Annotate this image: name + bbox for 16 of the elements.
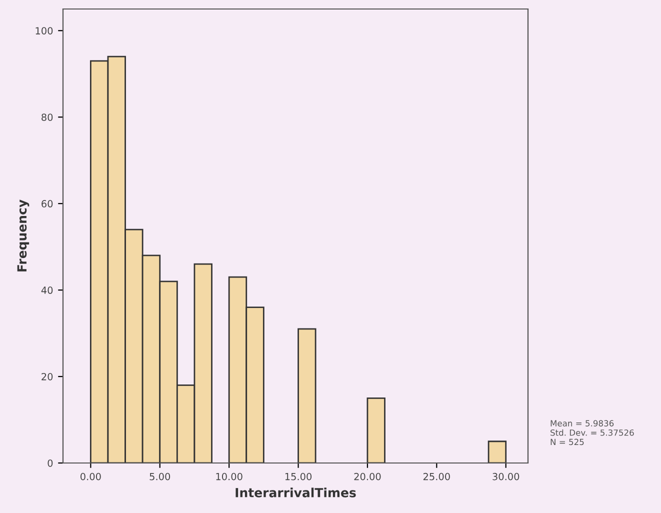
- y-tick-label: 40: [41, 286, 53, 294]
- x-tick-label: 30.00: [492, 472, 520, 480]
- y-tick-label: 100: [36, 27, 53, 34]
- y-axis-title: Frequency: [17, 200, 30, 272]
- x-axis-title: InterarrivalTimes: [236, 488, 356, 498]
- x-tick-label: 10.00: [216, 472, 242, 480]
- text: Mean = 5.9836 Std. Dev. = 5.37526 N = 525: [550, 420, 634, 446]
- x-tick-label: 20.00: [354, 472, 381, 480]
- x-tick-label: 25.00: [423, 472, 450, 480]
- x-tick-label: 0.00: [80, 472, 101, 480]
- y-tick-label: 0: [48, 459, 53, 467]
- y-tick-label: 20: [42, 373, 53, 380]
- x-tick-label: 15.00: [285, 472, 312, 480]
- y-tick-label: 60: [42, 200, 53, 208]
- x-tick-label: 5.00: [150, 472, 170, 480]
- y-tick-label: 80: [42, 114, 53, 121]
